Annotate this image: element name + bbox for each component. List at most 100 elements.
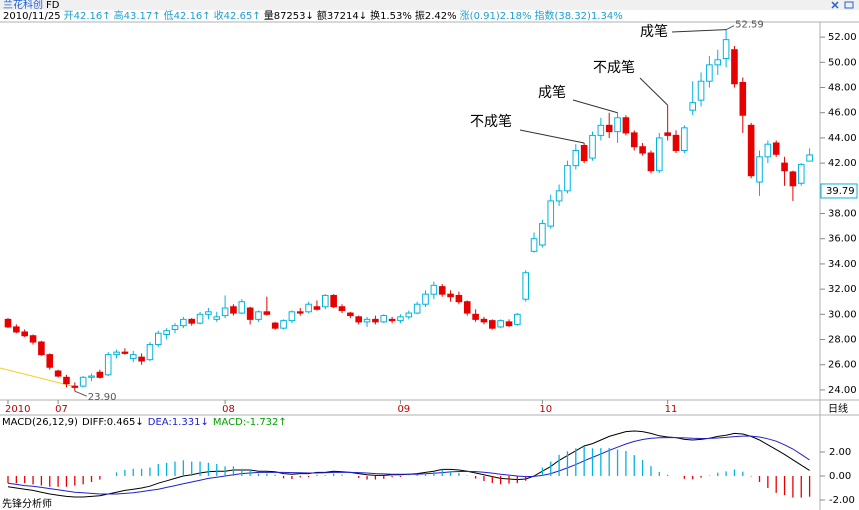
annotation-line — [639, 77, 669, 106]
candle-body — [756, 156, 763, 183]
candle-body — [305, 303, 312, 313]
legend-entry: DEA:1.331↓ — [148, 417, 209, 428]
candle-body — [789, 171, 797, 187]
x-tick-label: 11 — [665, 404, 678, 415]
y-tick-label: 0.00 — [829, 471, 851, 482]
candle-body — [180, 318, 187, 327]
trend-line — [0, 367, 73, 387]
candle-body — [322, 294, 329, 308]
candle-body — [447, 293, 454, 298]
y-tick-label: 26.00 — [828, 360, 857, 371]
candle-body — [681, 127, 688, 152]
y-tick-label: 24.00 — [828, 385, 857, 396]
y-tick-label: 50.00 — [828, 57, 857, 68]
period-label: 日线 — [828, 402, 848, 415]
icon[interactable] — [844, 1, 854, 9]
candle-body — [647, 152, 655, 172]
x-tick-label: 07 — [55, 404, 68, 415]
candle-body — [263, 311, 271, 315]
x-tick-label: 10 — [539, 404, 552, 415]
candle-body — [330, 294, 337, 308]
candle-body — [463, 301, 471, 314]
candle-body — [79, 376, 87, 387]
y-tick-label: 34.00 — [828, 259, 857, 270]
x-tick-label: 2010 — [5, 404, 30, 415]
candle-body — [530, 238, 538, 252]
quote-info: 指数(38.32)1.34% — [535, 9, 623, 22]
candle-body — [739, 81, 747, 116]
candle-body — [4, 318, 12, 328]
low-pointer — [74, 390, 87, 397]
y-tick-label: 32.00 — [828, 284, 857, 295]
quote-info: 量87253↓ — [264, 10, 314, 22]
candle-body — [380, 315, 388, 323]
annotation-line — [519, 129, 585, 144]
candle-body — [438, 286, 446, 295]
candle-body — [522, 272, 530, 300]
candle-body — [38, 341, 45, 356]
candle-body — [697, 80, 705, 101]
candle-body — [221, 307, 229, 317]
candle-body — [255, 311, 262, 320]
legend-entry: DIFF:0.465↓ — [82, 417, 144, 428]
annotation-line — [572, 99, 618, 114]
candle-body — [731, 49, 738, 85]
candle-body — [597, 124, 605, 136]
candle-body — [672, 134, 680, 152]
y-tick-label: 48.00 — [828, 83, 857, 94]
stock-code: FD — [46, 0, 60, 11]
candle-body — [129, 354, 137, 359]
quote-info: 额37214↓ — [317, 9, 367, 22]
candle-body — [355, 316, 362, 323]
candle-body — [146, 344, 154, 361]
quote-info: 开42.16↑ — [64, 11, 111, 22]
candle-body — [29, 335, 37, 343]
candle-body — [296, 311, 304, 314]
candle-body — [480, 318, 488, 323]
candle-body — [171, 325, 179, 330]
macd-line — [7, 430, 810, 498]
macd-line — [7, 435, 810, 495]
quote-info: 低42.16↑ — [164, 9, 211, 22]
candle-body — [589, 134, 596, 159]
candle-body — [96, 371, 104, 378]
quote-info: 换1.53% — [370, 9, 412, 22]
candle-body — [514, 313, 521, 325]
candle-body — [113, 351, 120, 356]
candle-body — [722, 39, 730, 60]
candle-body — [155, 332, 162, 346]
candle-body — [13, 326, 20, 333]
candle-body — [205, 311, 212, 315]
candle-body — [656, 137, 663, 172]
candle-body — [363, 318, 371, 323]
quote-info: 收42.65↑ — [214, 9, 261, 22]
candle-body — [689, 102, 697, 111]
candle-body — [806, 154, 813, 162]
y-tick-label: 42.00 — [828, 158, 857, 169]
candle-body — [104, 354, 112, 376]
annotation-line — [671, 29, 727, 33]
icon[interactable] — [831, 1, 839, 9]
candle-body — [405, 312, 413, 318]
y-tick-label: 36.00 — [828, 234, 857, 245]
x-tick-label: 08 — [222, 404, 235, 415]
candle-body — [614, 117, 621, 133]
candle-body — [271, 322, 279, 329]
stock-name: 兰花科创 — [3, 0, 43, 11]
toolbar-icons[interactable] — [831, 1, 854, 9]
low-label: 23.90 — [88, 392, 117, 403]
last-price: 39.79 — [826, 186, 855, 197]
annotation: 成笔 — [538, 85, 566, 101]
candle-body — [121, 351, 129, 354]
candle-body — [505, 321, 513, 327]
candle-body — [622, 117, 630, 134]
candle-body — [288, 311, 296, 322]
candle-body — [547, 200, 555, 227]
candle-body — [313, 306, 321, 310]
quote-info: 高43.17↑ — [114, 9, 161, 22]
footer-left: 先锋分析师 — [2, 497, 52, 510]
legend-entry: MACD:-1.732↑ — [213, 417, 287, 428]
candle-body — [54, 370, 62, 377]
y-tick-label: 28.00 — [828, 335, 857, 346]
candle-body — [497, 320, 504, 328]
